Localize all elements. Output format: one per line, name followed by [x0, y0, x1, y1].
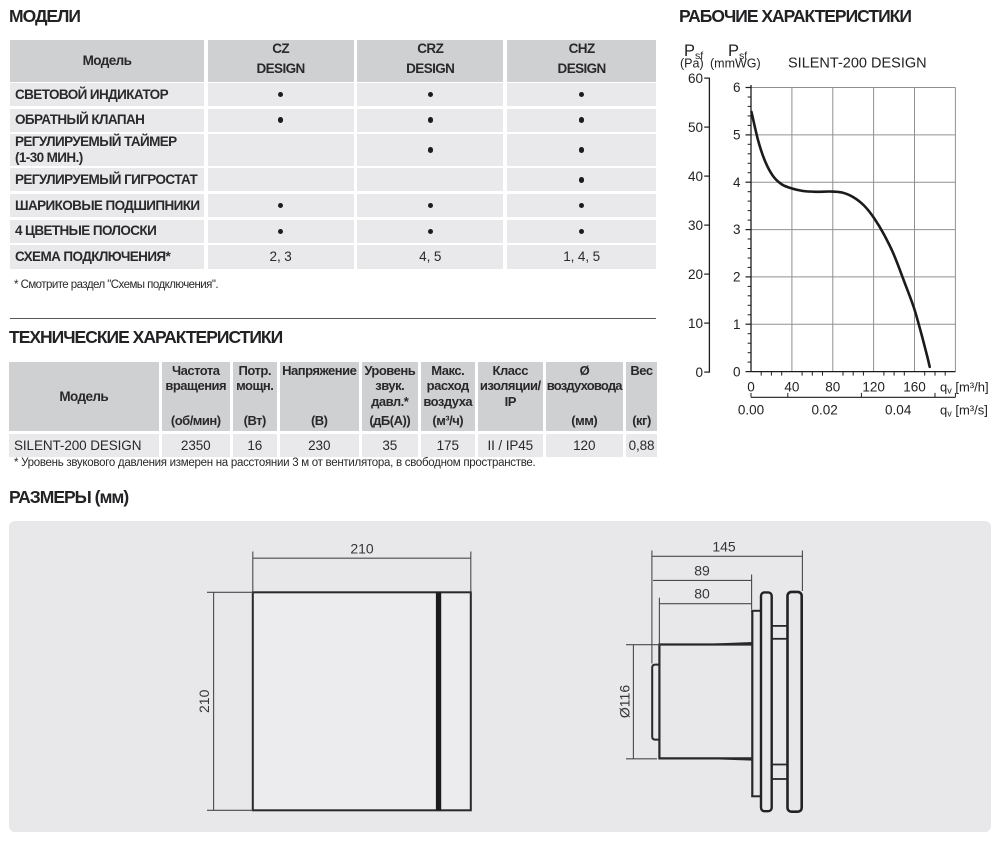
svg-text:0.04: 0.04 — [885, 403, 912, 418]
svg-text:0.02: 0.02 — [811, 403, 837, 418]
svg-text:80: 80 — [694, 586, 710, 602]
svg-text:160: 160 — [903, 380, 926, 395]
svg-text:qv [m³/h]: qv [m³/h] — [940, 380, 989, 396]
svg-text:60: 60 — [688, 71, 703, 86]
svg-text:40: 40 — [688, 169, 703, 184]
svg-text:0.00: 0.00 — [738, 403, 764, 418]
svg-text:120: 120 — [862, 380, 885, 395]
svg-text:SILENT-200 DESIGN: SILENT-200 DESIGN — [788, 56, 927, 72]
svg-text:80: 80 — [825, 380, 840, 395]
svg-text:1: 1 — [733, 317, 741, 332]
svg-text:4: 4 — [733, 175, 741, 190]
svg-text:0: 0 — [747, 380, 755, 395]
svg-text:(Pa): (Pa) — [680, 57, 704, 71]
svg-text:10: 10 — [688, 316, 703, 331]
svg-text:2: 2 — [733, 270, 741, 285]
svg-text:(mmWG): (mmWG) — [710, 57, 761, 71]
svg-text:30: 30 — [688, 218, 703, 233]
svg-text:0: 0 — [733, 364, 741, 379]
svg-text:3: 3 — [733, 222, 741, 237]
svg-text:210: 210 — [350, 541, 374, 557]
svg-text:qv [m³/s]: qv [m³/s] — [940, 403, 988, 419]
svg-text:0: 0 — [695, 365, 703, 380]
svg-text:145: 145 — [712, 539, 736, 555]
svg-text:5: 5 — [733, 128, 741, 143]
svg-text:210: 210 — [196, 689, 212, 713]
svg-text:40: 40 — [784, 380, 799, 395]
svg-text:50: 50 — [688, 120, 703, 135]
svg-text:6: 6 — [733, 80, 741, 95]
svg-text:20: 20 — [688, 267, 703, 282]
svg-text:89: 89 — [694, 563, 710, 579]
svg-text:Ø116: Ø116 — [617, 685, 633, 718]
